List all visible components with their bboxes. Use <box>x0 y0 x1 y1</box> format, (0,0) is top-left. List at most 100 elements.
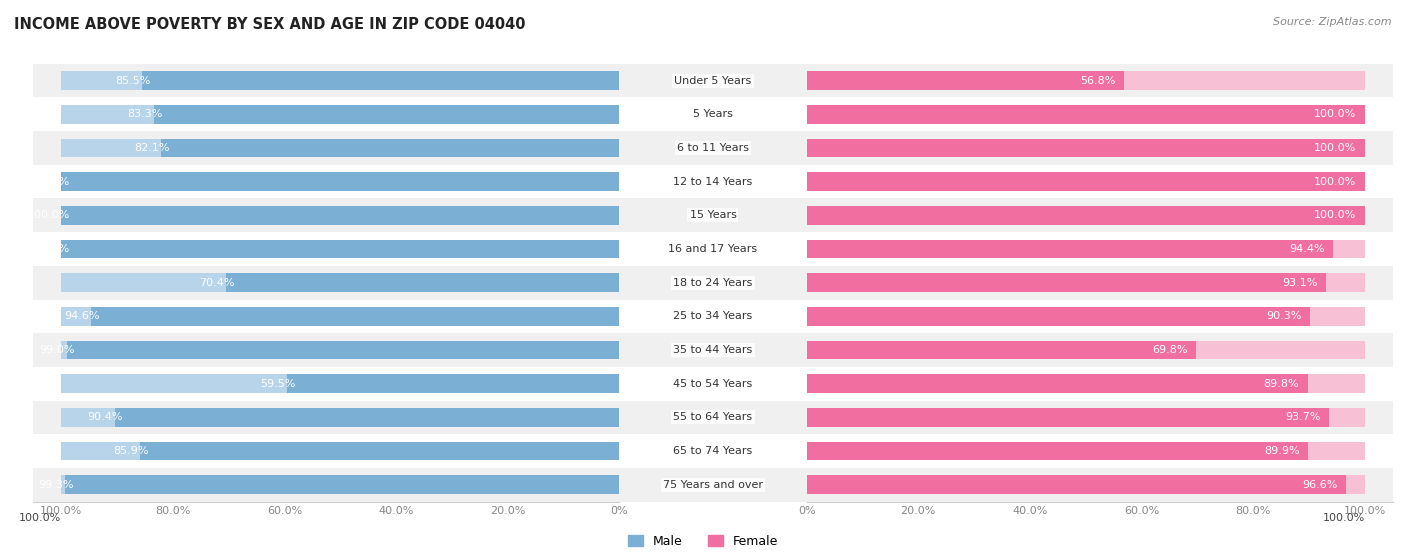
Bar <box>619 266 807 300</box>
Bar <box>34 434 619 468</box>
Text: 6 to 11 Years: 6 to 11 Years <box>676 143 749 153</box>
Bar <box>807 64 1392 97</box>
Bar <box>62 341 619 359</box>
Bar <box>807 273 1326 292</box>
Bar <box>807 367 1392 401</box>
Bar <box>807 139 1365 157</box>
Bar <box>34 131 619 165</box>
Text: 83.3%: 83.3% <box>128 110 163 119</box>
Bar <box>807 232 1392 266</box>
Text: 56.8%: 56.8% <box>1080 75 1115 86</box>
Bar <box>34 333 619 367</box>
Text: 25 to 34 Years: 25 to 34 Years <box>673 311 752 321</box>
Bar <box>807 434 1392 468</box>
Text: 65 to 74 Years: 65 to 74 Years <box>673 446 752 456</box>
Bar <box>62 240 619 258</box>
Bar <box>807 273 1365 292</box>
Bar <box>287 375 619 393</box>
Bar <box>807 476 1365 494</box>
Bar <box>34 468 619 501</box>
Bar <box>619 434 807 468</box>
Text: 100.0%: 100.0% <box>1323 513 1365 523</box>
Bar <box>807 105 1365 124</box>
Bar <box>62 273 619 292</box>
Text: 100.0%: 100.0% <box>20 513 62 523</box>
Bar <box>141 442 619 460</box>
Bar <box>619 300 807 333</box>
Text: 100.0%: 100.0% <box>27 244 70 254</box>
Text: 5 Years: 5 Years <box>693 110 733 119</box>
Text: 85.9%: 85.9% <box>112 446 148 456</box>
Bar <box>807 307 1310 325</box>
Bar <box>62 442 619 460</box>
Bar <box>34 266 619 300</box>
Text: 90.4%: 90.4% <box>87 413 124 423</box>
Bar <box>807 468 1392 501</box>
Bar <box>62 375 619 393</box>
Bar <box>62 105 619 124</box>
Bar <box>226 273 619 292</box>
Bar <box>34 367 619 401</box>
Text: 89.8%: 89.8% <box>1264 378 1299 389</box>
Bar <box>807 476 1346 494</box>
Text: 69.8%: 69.8% <box>1153 345 1188 355</box>
Text: Under 5 Years: Under 5 Years <box>675 75 752 86</box>
Bar <box>807 375 1308 393</box>
Bar <box>142 72 619 90</box>
Bar <box>807 375 1365 393</box>
Bar <box>807 206 1365 225</box>
Bar <box>807 172 1365 191</box>
Bar <box>807 341 1197 359</box>
Text: 70.4%: 70.4% <box>200 278 235 288</box>
Bar <box>115 408 619 427</box>
Bar <box>807 172 1365 191</box>
Text: 59.5%: 59.5% <box>260 378 295 389</box>
Bar <box>62 206 619 225</box>
Bar <box>619 97 807 131</box>
Text: 99.3%: 99.3% <box>38 480 73 490</box>
Bar <box>62 139 619 157</box>
Text: 100.0%: 100.0% <box>27 210 70 220</box>
Text: 15 Years: 15 Years <box>689 210 737 220</box>
Text: 100.0%: 100.0% <box>1315 210 1357 220</box>
Bar <box>807 240 1365 258</box>
Bar <box>155 105 619 124</box>
Text: 100.0%: 100.0% <box>1315 143 1357 153</box>
Bar <box>34 232 619 266</box>
Bar <box>62 206 619 225</box>
Text: 85.5%: 85.5% <box>115 75 150 86</box>
Text: Source: ZipAtlas.com: Source: ZipAtlas.com <box>1274 17 1392 27</box>
Bar <box>807 105 1365 124</box>
Bar <box>619 165 807 198</box>
Bar <box>807 266 1392 300</box>
Bar <box>807 307 1365 325</box>
Text: 45 to 54 Years: 45 to 54 Years <box>673 378 752 389</box>
Bar <box>807 442 1365 460</box>
Text: 94.4%: 94.4% <box>1289 244 1324 254</box>
Bar <box>807 165 1392 198</box>
Bar <box>807 442 1308 460</box>
Text: 75 Years and over: 75 Years and over <box>664 480 763 490</box>
Bar <box>34 401 619 434</box>
Text: 89.9%: 89.9% <box>1264 446 1301 456</box>
Bar <box>807 240 1333 258</box>
Bar <box>807 72 1365 90</box>
Bar <box>62 476 619 494</box>
Bar <box>62 408 619 427</box>
Bar <box>162 139 619 157</box>
Legend: Male, Female: Male, Female <box>623 530 783 553</box>
Bar <box>62 172 619 191</box>
Text: 99.0%: 99.0% <box>39 345 76 355</box>
Bar <box>34 198 619 232</box>
Bar <box>91 307 619 325</box>
Bar <box>807 139 1365 157</box>
Bar <box>619 367 807 401</box>
Bar <box>619 64 807 97</box>
Bar <box>807 341 1365 359</box>
Bar <box>807 401 1392 434</box>
Bar <box>807 131 1392 165</box>
Bar <box>619 468 807 501</box>
Bar <box>34 64 619 97</box>
Bar <box>807 206 1365 225</box>
Text: 100.0%: 100.0% <box>1315 177 1357 187</box>
